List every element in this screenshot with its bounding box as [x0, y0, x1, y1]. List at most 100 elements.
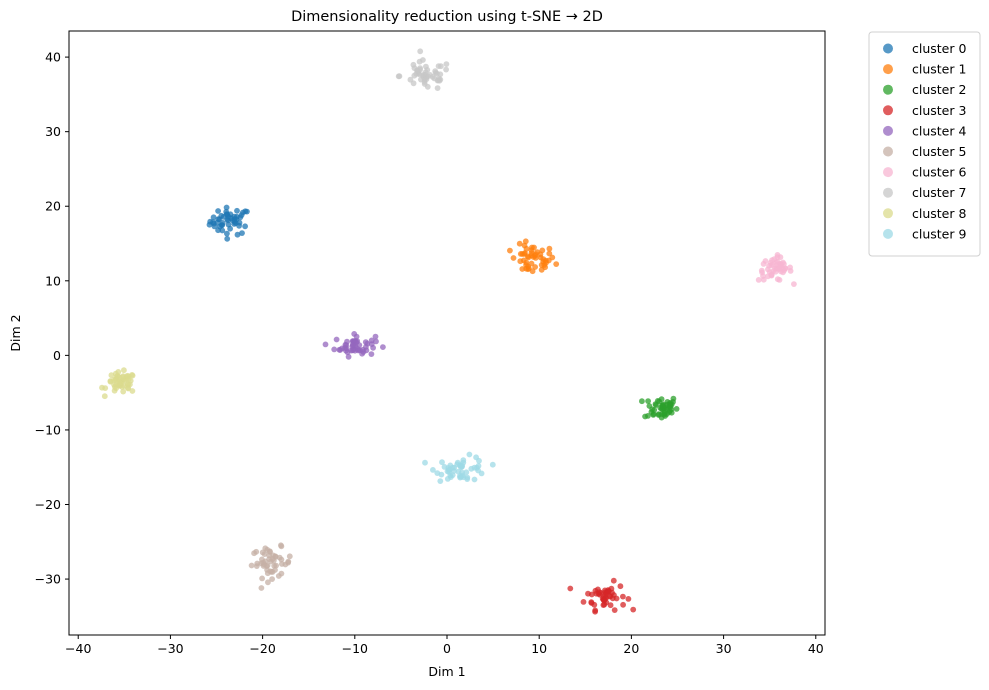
scatter-point-cluster-0: [223, 204, 230, 211]
legend-marker-cluster-4: [883, 125, 893, 136]
scatter-point-cluster-1: [546, 250, 553, 257]
scatter-point-cluster-4: [368, 341, 375, 347]
y-tick-label: −30: [35, 572, 61, 587]
scatter-point-cluster-3: [625, 596, 632, 602]
scatter-point-cluster-7: [411, 72, 418, 79]
scatter-point-cluster-1: [534, 249, 541, 256]
legend-label-cluster-7: cluster 7: [912, 185, 966, 200]
scatter-point-cluster-7: [407, 76, 414, 83]
scatter-point-cluster-3: [567, 585, 574, 592]
scatter-point-cluster-3: [605, 588, 612, 594]
scatter-point-cluster-8: [124, 372, 131, 379]
scatter-point-cluster-3: [592, 608, 598, 615]
y-tick-label: 10: [45, 273, 61, 288]
legend-label-cluster-4: cluster 4: [912, 123, 966, 138]
scatter-point-cluster-9: [444, 468, 451, 475]
scatter-point-cluster-7: [443, 61, 450, 67]
scatter-point-cluster-7: [416, 58, 423, 65]
scatter-point-cluster-1: [517, 258, 524, 265]
scatter-point-cluster-2: [667, 403, 674, 410]
scatter-point-cluster-7: [414, 67, 421, 74]
y-axis: −30 −20 −10 0 10 20 30 40: [35, 50, 69, 587]
y-tick-label: −10: [35, 422, 61, 437]
scatter-point-cluster-0: [224, 230, 230, 237]
scatter-point-cluster-0: [234, 207, 240, 214]
legend-label-cluster-6: cluster 6: [912, 165, 966, 180]
scatter-point-cluster-8: [121, 383, 128, 389]
scatter-point-cluster-6: [773, 259, 780, 266]
scatter-point-cluster-7: [395, 73, 402, 80]
scatter-point-cluster-1: [519, 266, 526, 272]
scatter-point-cluster-8: [120, 388, 127, 395]
scatter-point-cluster-1: [538, 266, 545, 273]
scatter-point-cluster-5: [260, 563, 267, 569]
scatter-point-cluster-7: [436, 75, 442, 82]
scatter-point-cluster-0: [215, 208, 222, 214]
scatter-point-cluster-5: [258, 585, 265, 591]
scatter-point-cluster-3: [596, 589, 603, 595]
scatter-point-cluster-1: [549, 254, 556, 261]
legend-label-cluster-0: cluster 0: [912, 41, 966, 56]
scatter-point-cluster-9: [439, 459, 445, 466]
scatter-point-cluster-1: [546, 245, 553, 252]
scatter-point-cluster-1: [529, 244, 535, 251]
scatter-point-cluster-9: [464, 476, 471, 482]
scatter-point-cluster-0: [218, 212, 225, 219]
scatter-point-cluster-6: [759, 269, 765, 276]
scatter-point-cluster-4: [368, 351, 375, 357]
scatter-point-cluster-4: [345, 353, 352, 360]
scatter-point-cluster-4: [343, 347, 349, 354]
legend-label-cluster-2: cluster 2: [912, 82, 966, 97]
scatter-point-cluster-6: [776, 277, 783, 283]
scatter-point-cluster-4: [331, 346, 338, 353]
scatter-point-cluster-7: [438, 63, 444, 70]
scatter-point-cluster-1: [507, 247, 513, 254]
scatter-point-cluster-6: [787, 264, 793, 271]
scatter-point-cluster-5: [278, 556, 285, 563]
chart-title: Dimensionality reduction using t-SNE → 2…: [291, 9, 603, 25]
scatter-point-cluster-0: [224, 235, 231, 242]
scatter-point-cluster-1: [540, 256, 547, 262]
legend-marker-cluster-8: [883, 208, 893, 219]
scatter-point-cluster-1: [523, 259, 530, 266]
points-layer: [99, 48, 797, 615]
scatter-point-cluster-4: [372, 333, 379, 340]
scatter-point-cluster-0: [211, 223, 218, 230]
scatter-point-cluster-9: [434, 470, 441, 476]
y-tick-label: 0: [53, 348, 61, 363]
scatter-point-cluster-2: [659, 403, 666, 410]
scatter-point-cluster-9: [475, 467, 481, 474]
scatter-point-cluster-4: [333, 336, 340, 343]
scatter-point-cluster-2: [670, 395, 677, 402]
scatter-point-cluster-3: [607, 602, 614, 609]
scatter-point-cluster-9: [489, 461, 496, 468]
x-tick-label: 10: [531, 641, 547, 656]
scatter-point-cluster-2: [650, 412, 657, 418]
scatter-point-cluster-2: [673, 406, 680, 412]
scatter-point-cluster-5: [262, 545, 269, 552]
scatter-point-cluster-0: [234, 231, 241, 238]
x-axis-label: Dim 1: [428, 664, 465, 679]
scatter-point-cluster-3: [602, 594, 609, 601]
scatter-point-cluster-3: [588, 600, 595, 606]
scatter-point-cluster-0: [242, 223, 249, 230]
scatter-point-cluster-8: [121, 367, 127, 374]
legend-label-cluster-5: cluster 5: [912, 144, 966, 159]
scatter-point-cluster-9: [454, 461, 461, 468]
scatter-point-cluster-0: [210, 214, 217, 221]
scatter-point-cluster-3: [600, 602, 607, 608]
legend-marker-cluster-9: [883, 228, 893, 239]
scatter-point-cluster-7: [410, 61, 417, 68]
scatter-point-cluster-7: [434, 85, 441, 91]
scatter-point-cluster-5: [271, 562, 278, 569]
scatter-point-cluster-9: [460, 457, 467, 464]
scatter-point-cluster-0: [223, 211, 230, 218]
scatter-point-cluster-1: [528, 250, 535, 256]
scatter-point-cluster-6: [782, 265, 789, 272]
scatter-point-cluster-9: [457, 473, 463, 479]
x-tick-label: −20: [249, 641, 275, 656]
scatter-point-cluster-0: [219, 222, 225, 229]
scatter-point-cluster-8: [108, 372, 115, 379]
scatter-point-cluster-2: [645, 413, 651, 419]
